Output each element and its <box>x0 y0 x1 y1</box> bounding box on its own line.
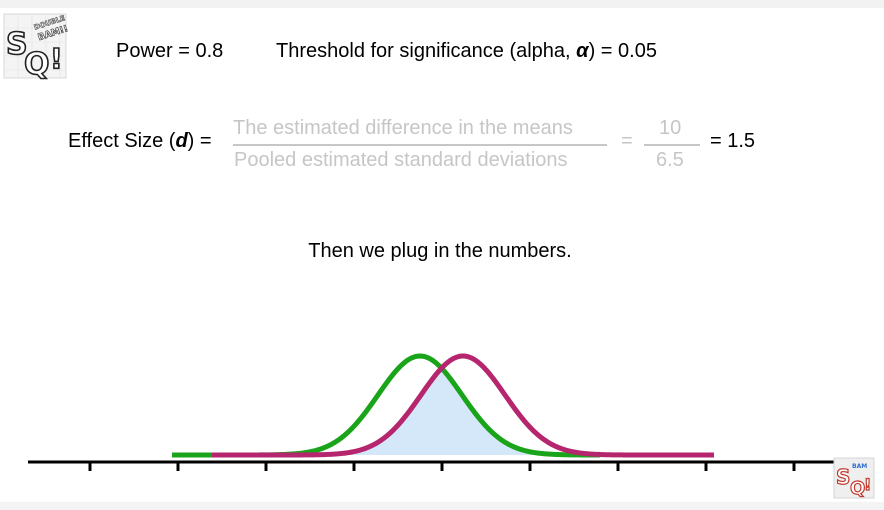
svg-text:Q: Q <box>850 478 865 499</box>
magenta-distribution-curve <box>211 353 715 458</box>
threshold-prefix: Threshold for significance (alpha, <box>276 40 577 62</box>
caption: Then we plug in the numbers. <box>0 240 884 263</box>
effect-size-prefix: Effect Size ( <box>68 130 176 152</box>
overlap-area <box>212 368 600 455</box>
svg-text:!: ! <box>864 475 871 494</box>
fraction-text-bar <box>233 144 607 146</box>
effect-size-suffix: ) = <box>187 130 212 152</box>
fraction-value-bar <box>644 144 700 146</box>
effect-size-label: Effect Size (d) = <box>68 130 212 153</box>
fraction-text-denominator: Pooled estimated standard deviations <box>234 149 568 171</box>
svg-text:S: S <box>836 465 850 489</box>
fraction-text-numerator: The estimated difference in the means <box>233 117 573 139</box>
equals-sign-grey: = <box>621 130 633 152</box>
effect-size-result: = 1.5 <box>710 130 756 152</box>
top-band <box>0 0 884 8</box>
svg-text:!: ! <box>50 42 63 75</box>
d-symbol: d <box>175 130 188 152</box>
fraction-value-denominator: 6.5 <box>656 149 684 171</box>
alpha-symbol: α <box>576 40 589 62</box>
bottom-band <box>0 502 884 510</box>
effect-size-formula: Effect Size (d) = The estimated differen… <box>0 116 884 176</box>
svg-text:BAM: BAM <box>852 463 867 470</box>
threshold-suffix: ) = 0.05 <box>588 40 657 62</box>
fraction-value-numerator: 10 <box>659 117 682 139</box>
axis-ticks <box>88 462 796 471</box>
statquest-logo-icon: S Q ! DOUBLE BAM!! <box>3 13 70 83</box>
power-text: Power = 0.8 <box>116 40 224 62</box>
svg-text:Q: Q <box>24 47 50 82</box>
svg-text:S: S <box>6 27 28 62</box>
statquest-small-logo-icon: S Q ! BAM <box>833 457 875 500</box>
caption-text: Then we plug in the numbers. <box>308 240 572 262</box>
threshold-text: Threshold for significance (alpha, α) = … <box>276 40 657 63</box>
